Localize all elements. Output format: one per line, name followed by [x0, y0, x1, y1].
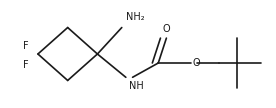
Text: NH: NH [129, 81, 143, 91]
Text: O: O [192, 58, 200, 68]
Text: F: F [23, 40, 28, 51]
Text: NH₂: NH₂ [126, 12, 144, 22]
Text: F: F [23, 60, 28, 70]
Text: O: O [163, 24, 170, 34]
